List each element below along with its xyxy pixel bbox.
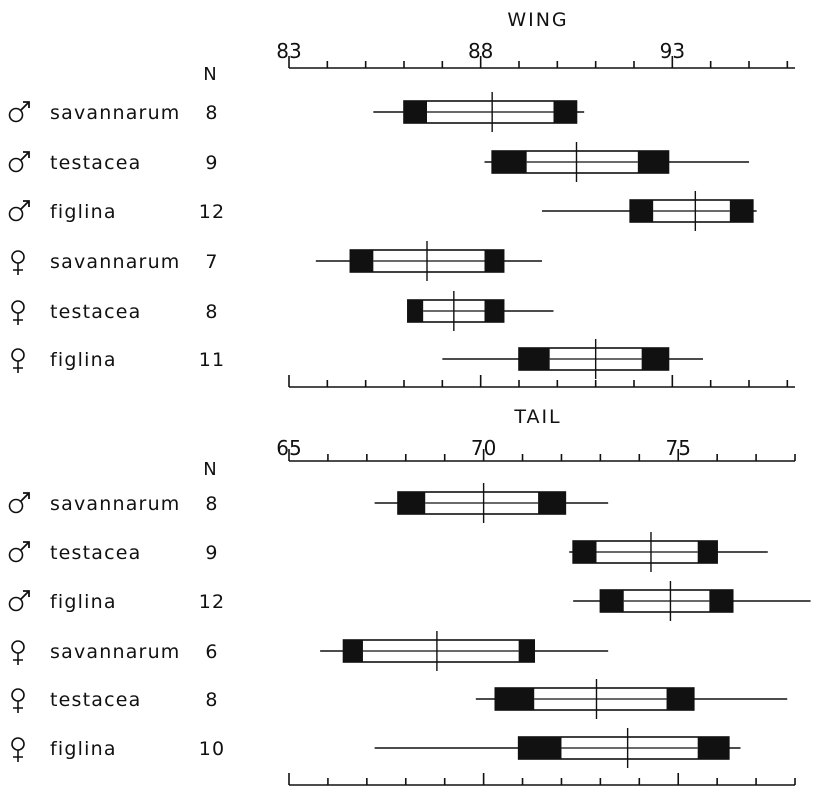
wing-sd-block-right xyxy=(484,300,504,322)
tail-row-male-icon-arrow xyxy=(20,541,30,551)
tail-row-name: testacea xyxy=(50,542,142,564)
wing-row-male-icon-circle xyxy=(8,107,24,123)
wing-row-male-figlina: figlina 12 xyxy=(8,191,757,231)
tail-row-male-testacea: testacea 9 xyxy=(8,532,768,572)
wing-row-n: 7 xyxy=(205,251,218,273)
wing-row-female-savannarum: savannarum 7 xyxy=(11,241,542,281)
tail-sd-block-left xyxy=(573,541,597,563)
tail-panel: 65 70 75 savannarum 8 testacea 9 figlina 12 savan… xyxy=(8,436,811,786)
wing-sd-block-right xyxy=(729,200,753,222)
wing-sd-block-left xyxy=(630,200,654,222)
wing-row-female-icon-cross xyxy=(13,313,23,325)
wing-sd-block-left xyxy=(407,300,424,322)
tail-row-female-savannarum: savannarum 6 xyxy=(11,631,609,671)
wing-sd-block-left xyxy=(404,101,427,123)
wing-row-name: figlina xyxy=(50,201,117,223)
tail-row-name: savannarum xyxy=(50,493,181,515)
wing-row-female-icon-cross xyxy=(13,263,23,275)
wing-sd-block-left xyxy=(492,151,527,173)
wing-row-male-icon-arrow xyxy=(20,200,30,210)
wing-sd-block-right xyxy=(484,250,504,272)
tail-chart-title: TAIL xyxy=(513,406,561,428)
tail-row-name: figlina xyxy=(50,738,117,760)
tail-row-male-icon-circle xyxy=(8,547,24,563)
tail-sd-block-right xyxy=(697,737,729,759)
wing-row-n: 11 xyxy=(199,349,226,371)
wing-row-n: 9 xyxy=(205,152,218,174)
tail-row-female-icon-circle xyxy=(11,688,25,702)
wing-sd-block-right xyxy=(637,151,669,173)
wing-n-header: N xyxy=(203,64,216,85)
wing-row-male-icon-arrow xyxy=(20,101,30,111)
wing-row-male-testacea: testacea 9 xyxy=(8,142,749,182)
wing-row-male-savannarum: savannarum 8 xyxy=(8,92,585,132)
tail-row-male-icon-circle xyxy=(8,596,24,612)
tail-row-male-figlina: figlina 12 xyxy=(8,581,811,621)
wing-sd-block-left xyxy=(350,250,374,272)
wing-top-tick-label: 93 xyxy=(660,39,685,63)
tail-top-tick-label: 70 xyxy=(471,436,496,460)
tail-row-male-icon-arrow xyxy=(20,590,30,600)
wing-chart-title: WING xyxy=(507,9,568,31)
wing-sd-block-left xyxy=(519,348,550,370)
wing-row-name: savannarum xyxy=(50,102,181,124)
wing-top-tick-label: 88 xyxy=(468,39,493,63)
tail-sd-block-left xyxy=(600,590,624,612)
tail-row-male-icon-circle xyxy=(8,498,24,514)
tail-sd-block-right xyxy=(709,590,733,612)
wing-row-female-icon-circle xyxy=(11,250,25,264)
wing-row-male-icon-arrow xyxy=(20,151,30,161)
tail-row-female-icon-circle xyxy=(11,737,25,751)
wing-panel: 83 88 93 savannarum 8 testacea 9 figlina 12 savan… xyxy=(8,39,795,388)
tail-row-n: 12 xyxy=(199,591,226,613)
wing-sd-block-right xyxy=(641,348,669,370)
tail-row-female-icon-cross xyxy=(13,750,23,762)
wing-row-name: figlina xyxy=(50,349,117,371)
wing-row-female-icon-circle xyxy=(11,348,25,362)
tail-row-n: 8 xyxy=(205,493,218,515)
tail-row-n: 6 xyxy=(205,641,218,663)
tail-sd-block-left xyxy=(343,640,363,662)
tail-row-n: 8 xyxy=(205,689,218,711)
tail-top-tick-label: 75 xyxy=(666,436,691,460)
tail-n-header: N xyxy=(203,459,216,480)
wing-row-name: testacea xyxy=(50,301,142,323)
tail-row-male-savannarum: savannarum 8 xyxy=(8,483,609,523)
wing-row-female-testacea: testacea 8 xyxy=(11,291,554,331)
tail-row-female-figlina: figlina 10 xyxy=(11,728,741,768)
wing-row-male-icon-circle xyxy=(8,206,24,222)
tail-row-name: savannarum xyxy=(50,641,181,663)
wing-row-female-icon-circle xyxy=(11,300,25,314)
wing-row-n: 12 xyxy=(199,201,226,223)
tail-sd-block-right xyxy=(666,688,694,710)
tail-row-female-testacea: testacea 8 xyxy=(11,679,788,719)
tail-row-n: 9 xyxy=(205,542,218,564)
wing-row-n: 8 xyxy=(205,102,218,124)
tail-sd-block-left xyxy=(397,492,426,514)
wing-row-male-icon-circle xyxy=(8,157,24,173)
tail-sd-block-left xyxy=(518,737,562,759)
wing-row-female-figlina: figlina 11 xyxy=(11,339,703,379)
tail-row-name: figlina xyxy=(50,591,117,613)
tail-sd-block-left xyxy=(495,688,535,710)
tail-row-female-icon-cross xyxy=(13,701,23,713)
wing-top-tick-label: 83 xyxy=(276,39,301,63)
tail-row-female-icon-cross xyxy=(13,653,23,665)
tail-top-tick-label: 65 xyxy=(276,436,301,460)
tail-row-female-icon-circle xyxy=(11,640,25,654)
tail-row-male-icon-arrow xyxy=(20,492,30,502)
tail-sd-block-right xyxy=(518,640,535,662)
tail-sd-block-right xyxy=(538,492,566,514)
tail-row-name: testacea xyxy=(50,689,142,711)
wing-row-female-icon-cross xyxy=(13,361,23,373)
tail-sd-block-right xyxy=(697,541,718,563)
wing-row-name: savannarum xyxy=(50,251,181,273)
wing-sd-block-right xyxy=(553,101,577,123)
wing-row-name: testacea xyxy=(50,152,142,174)
tail-row-n: 10 xyxy=(199,738,226,760)
wing-row-n: 8 xyxy=(205,301,218,323)
